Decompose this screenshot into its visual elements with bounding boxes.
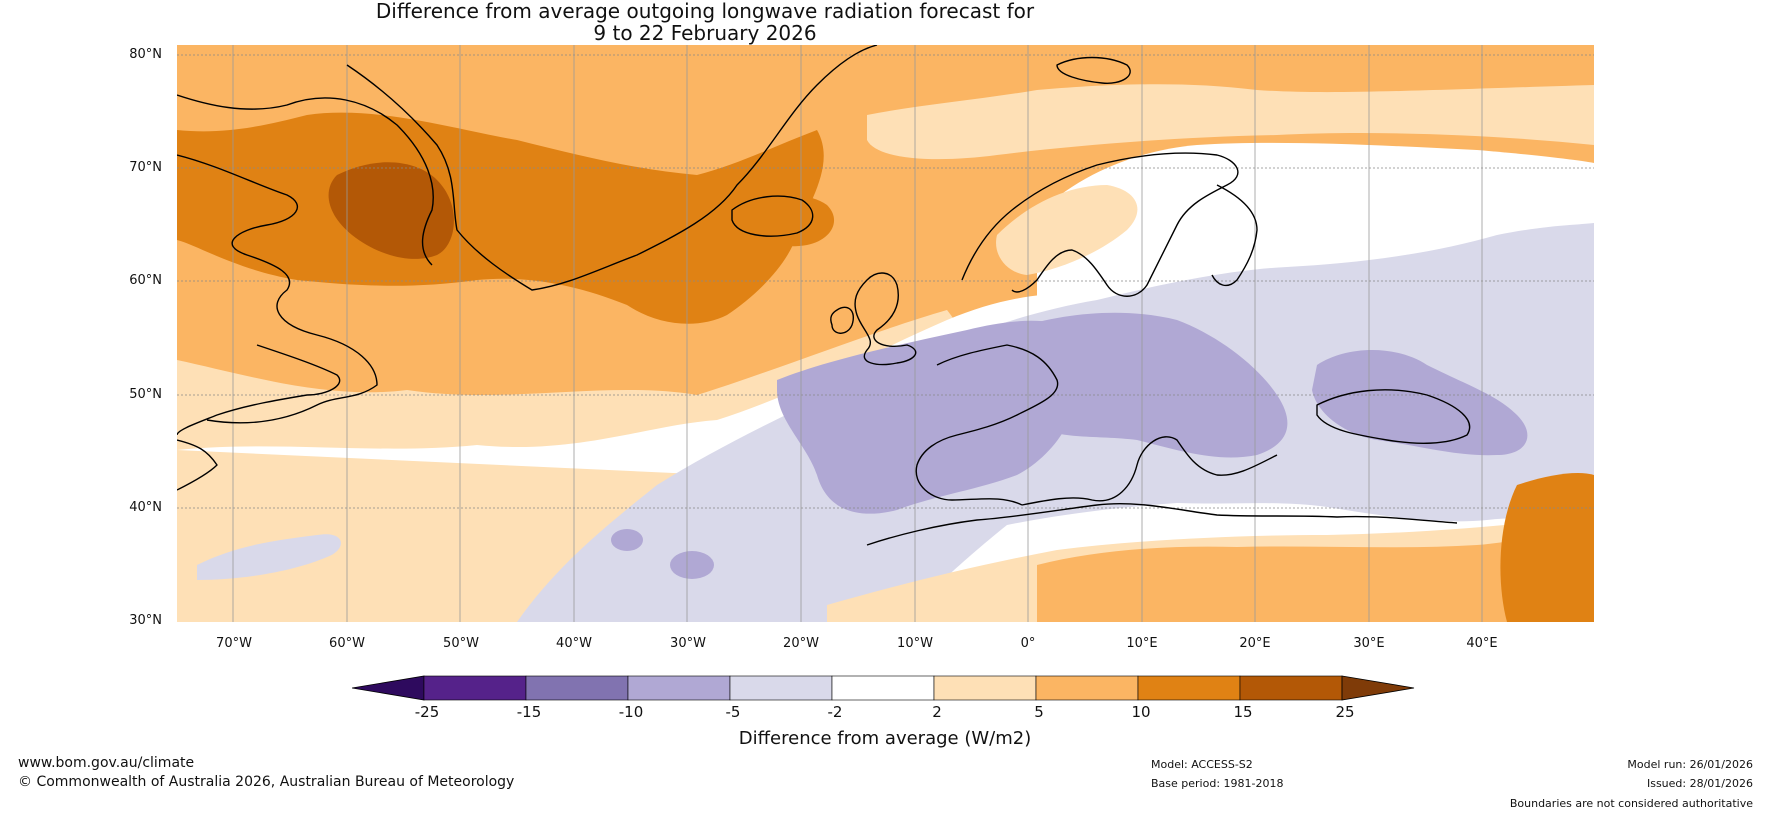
lon-label-70w: 70°W (216, 636, 252, 651)
anomaly-region-minus5-to-minus10-black-sea (1312, 350, 1528, 456)
lon-label-40w: 40°W (556, 636, 592, 651)
colorbar (352, 675, 1415, 701)
colorbar-tick-label: 15 (1233, 703, 1253, 721)
colorbar-tick-label: -25 (414, 703, 440, 721)
lon-label-60w: 60°W (329, 636, 365, 651)
lon-label-40e: 40°E (1466, 636, 1498, 651)
colorbar-cell (525, 675, 629, 701)
coastlines (176, 44, 1471, 546)
colorbar-cell (1239, 675, 1343, 701)
lon-label-0: 0° (1020, 636, 1036, 651)
footer-model-run: Model run: 26/01/2026 (1627, 758, 1753, 771)
lat-label-70n: 70°N (129, 160, 162, 175)
footer-model: Model: ACCESS-S2 (1151, 758, 1253, 771)
lon-label-30w: 30°W (670, 636, 706, 651)
colorbar-tick-label: -15 (516, 703, 542, 721)
footer-base-period: Base period: 1981-2018 (1151, 777, 1284, 790)
map-title-line2: 9 to 22 February 2026 (593, 21, 817, 45)
colorbar-cell (729, 675, 833, 701)
lon-label-20w: 20°W (783, 636, 819, 651)
colorbar-cell (933, 675, 1037, 701)
colorbar-tick-label: -10 (618, 703, 644, 721)
olr-anomaly-map (176, 44, 1594, 622)
colorbar-tick-label: 5 (1034, 703, 1044, 721)
latitude-gridlines (177, 54, 1594, 509)
colorbar-extend-high (1341, 675, 1415, 701)
anomaly-region-2-to-5-norway (996, 185, 1138, 275)
anomaly-region-minus5-to-minus10-patch-b (670, 551, 714, 579)
colorbar-tick-label: 10 (1131, 703, 1151, 721)
colorbar-cell (1137, 675, 1241, 701)
anomaly-region-10-to-15-greenland (177, 112, 824, 324)
lat-label-60n: 60°N (129, 273, 162, 288)
map-title-line1: Difference from average outgoing longwav… (375, 0, 1035, 23)
anomaly-region-2-to-5-arctic (867, 84, 1594, 160)
lat-label-30n: 30°N (129, 613, 162, 628)
colorbar-tick-label: -5 (725, 703, 741, 721)
anomaly-region-10-to-15-iceland (737, 195, 835, 247)
lat-label-80n: 80°N (129, 47, 162, 62)
colorbar-tick-label: 25 (1335, 703, 1355, 721)
lon-label-20e: 20°E (1239, 636, 1271, 651)
colorbar-cell (831, 675, 935, 701)
colorbar-cell (627, 675, 731, 701)
footer-disclaimer: Boundaries are not considered authoritat… (1509, 797, 1753, 810)
colorbar-tick-label: -2 (827, 703, 843, 721)
footer-website: www.bom.gov.au/climate (18, 755, 195, 771)
anomaly-region-minus5-to-minus10-patch-a (611, 529, 643, 551)
colorbar-cell (1035, 675, 1139, 701)
anomaly-region-5-to-10-sahara (1037, 520, 1594, 622)
colorbar-title: Difference from average (W/m2) (738, 728, 1032, 749)
colorbar-cell (423, 675, 527, 701)
footer-issued: Issued: 28/01/2026 (1646, 777, 1753, 790)
longitude-gridlines (232, 45, 1483, 622)
lon-label-50w: 50°W (443, 636, 479, 651)
map-panel (176, 44, 1594, 622)
anomaly-region-10-to-15-middle-east (1500, 473, 1594, 622)
lon-label-10w: 10°W (897, 636, 933, 651)
lat-label-50n: 50°N (129, 387, 162, 402)
lon-label-10e: 10°E (1126, 636, 1158, 651)
footer-copyright: © Commonwealth of Australia 2026, Austra… (18, 774, 515, 790)
colorbar-extend-low (352, 675, 425, 701)
colorbar-tick-label: 2 (932, 703, 942, 721)
lon-label-30e: 30°E (1353, 636, 1385, 651)
lat-label-40n: 40°N (129, 500, 162, 515)
